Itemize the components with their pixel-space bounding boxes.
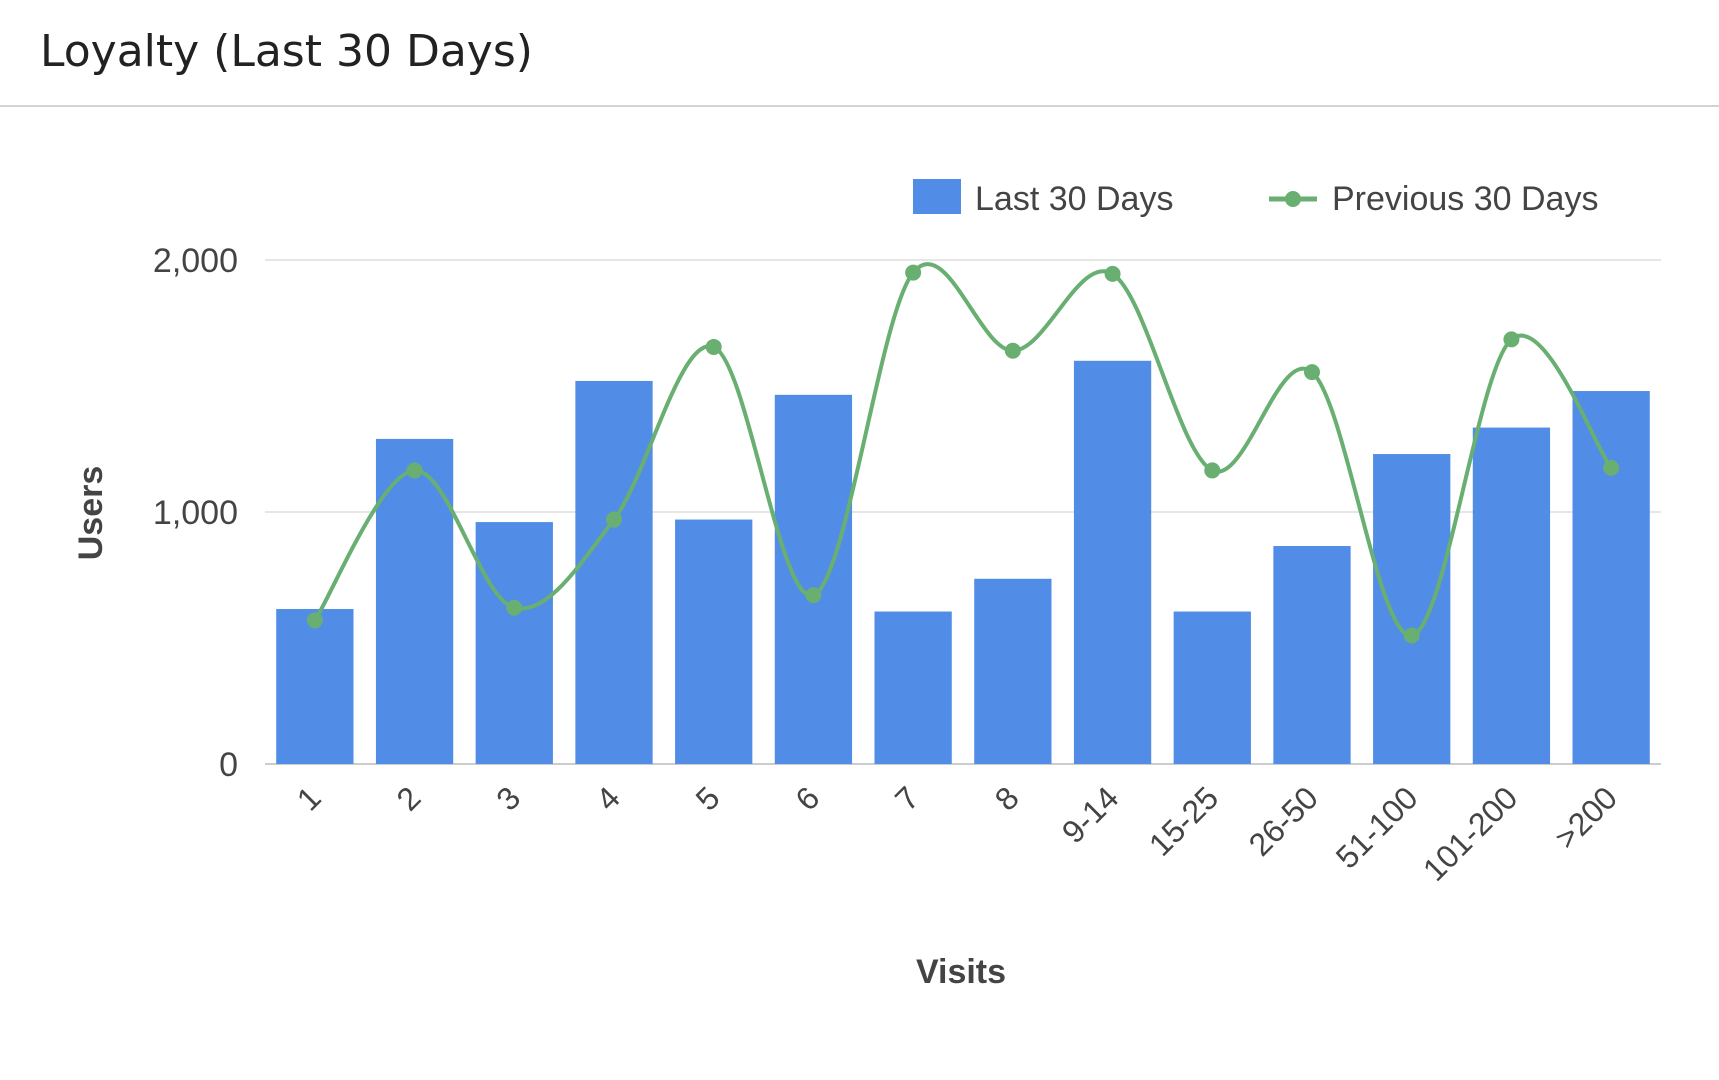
- x-tick-label: 9-14: [1055, 779, 1126, 850]
- x-tick-label: >200: [1548, 779, 1624, 855]
- point-8[interactable]: [1004, 342, 1021, 359]
- x-tick-label: 5: [689, 779, 727, 817]
- legend-label-last-30-days: Last 30 Days: [975, 180, 1173, 218]
- bar-2[interactable]: [375, 438, 454, 764]
- legend-swatch-marker: [1285, 191, 1301, 207]
- bar-1[interactable]: [276, 609, 354, 764]
- x-tick-label: 2: [389, 779, 427, 817]
- point-4[interactable]: [606, 511, 622, 528]
- y-axis-ticks: 0 1,000 2,000: [153, 242, 238, 784]
- widget-header: Loyalty (Last 30 Days): [0, 0, 1719, 107]
- point-1[interactable]: [306, 612, 323, 629]
- x-tick-label: 101-200: [1416, 779, 1524, 887]
- point-26-50[interactable]: [1304, 364, 1320, 381]
- bar-9-14[interactable]: [1073, 360, 1152, 764]
- legend-item-previous-30-days[interactable]: Previous 30 Days: [1269, 180, 1598, 218]
- bar-3[interactable]: [475, 522, 553, 764]
- point->200[interactable]: [1603, 459, 1620, 476]
- point-6[interactable]: [805, 587, 822, 604]
- x-tick-label: 15-25: [1142, 779, 1225, 862]
- point-51-100[interactable]: [1403, 627, 1420, 644]
- x-tick-label: 8: [988, 779, 1026, 817]
- legend-label-previous-30-days: Previous 30 Days: [1332, 180, 1598, 218]
- bar-101-200[interactable]: [1472, 427, 1551, 764]
- bar-51-100[interactable]: [1373, 454, 1451, 764]
- x-tick-label: 26-50: [1242, 779, 1325, 862]
- line-series-previous-30-days: [306, 262, 1620, 644]
- bar->200[interactable]: [1572, 391, 1650, 764]
- bar-8[interactable]: [974, 578, 1052, 764]
- x-tick-label: 1: [290, 779, 328, 817]
- point-2[interactable]: [406, 462, 423, 479]
- bar-15-25[interactable]: [1173, 611, 1251, 764]
- y-tick-label: 2,000: [153, 242, 238, 280]
- x-tick-label: 3: [489, 779, 527, 817]
- x-tick-label: 4: [589, 779, 627, 817]
- gridlines: [265, 259, 1661, 765]
- y-tick-label: 1,000: [153, 494, 238, 532]
- point-5[interactable]: [705, 338, 722, 355]
- point-101-200[interactable]: [1503, 331, 1520, 348]
- point-7[interactable]: [905, 264, 922, 281]
- legend-swatch-bar: [913, 179, 961, 214]
- point-9-14[interactable]: [1104, 265, 1121, 282]
- bar-7[interactable]: [874, 611, 952, 764]
- widget-title: Loyalty (Last 30 Days): [40, 26, 533, 77]
- y-tick-label: 0: [219, 746, 238, 784]
- bar-4[interactable]: [575, 380, 653, 764]
- x-tick-label: 7: [888, 779, 926, 817]
- x-tick-label: 51-100: [1329, 779, 1425, 875]
- legend-item-last-30-days[interactable]: Last 30 Days: [913, 179, 1173, 218]
- bar-26-50[interactable]: [1273, 546, 1351, 764]
- bar-6[interactable]: [774, 394, 853, 764]
- x-tick-label: 6: [788, 779, 826, 817]
- y-axis-label: Users: [72, 466, 110, 561]
- x-axis-label: Visits: [916, 953, 1006, 991]
- bar-5[interactable]: [675, 519, 753, 764]
- point-15-25[interactable]: [1204, 462, 1221, 479]
- point-3[interactable]: [506, 599, 523, 616]
- bar-series-last-30-days: [276, 360, 1650, 764]
- legend: Last 30 Days Previous 30 Days: [913, 179, 1598, 218]
